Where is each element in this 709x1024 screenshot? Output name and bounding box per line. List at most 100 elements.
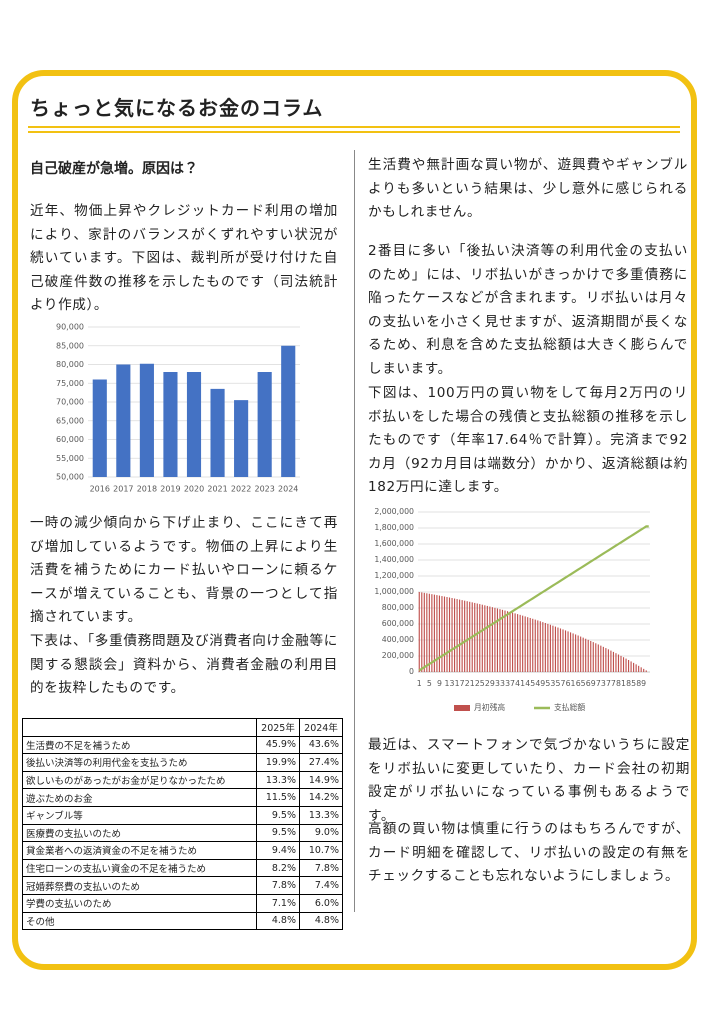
paragraph: 下図は、100万円の買い物をして毎月2万円のリボ払いをした場合の残債と支払総額の… <box>368 385 688 495</box>
bar <box>453 598 456 672</box>
y-tick-label: 65,000 <box>56 416 84 425</box>
label-cell: 生活費の不足を補うため <box>22 735 257 755</box>
table-row: その他 4.8% 4.8% <box>22 911 343 931</box>
bar <box>532 618 534 672</box>
x-tick-label: 1 <box>417 679 422 688</box>
bar <box>617 654 620 672</box>
x-tick-label: 61 <box>566 679 576 688</box>
bar <box>92 379 107 477</box>
x-tick-label: 2020 <box>184 485 204 494</box>
value-cell: 9.5% <box>256 805 300 825</box>
table-row: ギャンブル等 9.5% 13.3% <box>22 805 343 825</box>
header-cell: 2025年 <box>256 718 300 737</box>
bar <box>504 610 506 672</box>
paragraph: 生活費や無計画な買い物が、遊興費やギャンブルよりも多いという結果は、少し意外に感… <box>368 157 688 220</box>
bar <box>423 592 425 672</box>
bar <box>595 643 597 672</box>
x-tick-label: 81 <box>616 679 626 688</box>
value-cell: 7.8% <box>256 876 300 895</box>
bar <box>620 655 622 672</box>
bar <box>496 608 499 672</box>
x-tick-label: 21 <box>465 679 475 688</box>
bar <box>476 603 478 672</box>
bar <box>585 638 587 672</box>
value-cell: 19.9% <box>256 753 300 772</box>
value-cell: 27.4% <box>299 753 343 772</box>
revolving-chart: 0 200,000 400,000 600,000 800,000 1,000,000 1,… <box>374 507 650 712</box>
title-rule <box>28 131 680 133</box>
paragraph: 最近は、スマートフォンで気づかないうちに設定をリボ払いに変更していたり、カード会… <box>368 737 690 824</box>
y-tick-label: 85,000 <box>56 341 84 350</box>
x-tick-label: 13 <box>445 679 455 688</box>
bar <box>564 630 567 672</box>
bar <box>559 628 562 672</box>
bar <box>234 400 249 477</box>
bar <box>610 650 612 672</box>
bar <box>139 363 154 477</box>
title-rule <box>28 126 680 128</box>
x-tick-label: 9 <box>437 679 442 688</box>
line <box>418 525 649 672</box>
section-heading: 自己破産が急増。原因は？ <box>30 161 198 177</box>
bar <box>577 635 579 672</box>
legend-label: 支払総額 <box>554 702 585 712</box>
bar <box>116 364 131 477</box>
x-tick-label: 65 <box>576 679 586 688</box>
y-tick-label: 400,000 <box>382 635 414 644</box>
table-row: 後払い決済等の利用代金を支払うため 19.9% 27.4% <box>22 753 343 772</box>
y-tick-label: 80,000 <box>56 360 84 369</box>
x-tick-label: 85 <box>626 679 636 688</box>
x-tick-label: 49 <box>535 679 545 688</box>
label-cell: その他 <box>22 911 257 931</box>
bar <box>625 658 627 672</box>
bar <box>509 611 511 672</box>
bar <box>451 598 453 672</box>
bar <box>456 599 458 672</box>
bar <box>582 637 584 672</box>
bankruptcy-chart: 50,000 55,000 60,000 65,000 70,000 75,000 80,0… <box>56 323 300 494</box>
bar <box>522 615 524 672</box>
bar <box>552 625 554 672</box>
bar <box>461 600 463 672</box>
bar <box>438 595 441 672</box>
y-tick-label: 1,200,000 <box>374 571 414 580</box>
x-tick-label: 69 <box>586 679 596 688</box>
bar <box>464 600 466 672</box>
bar <box>580 636 582 672</box>
value-cell: 6.0% <box>299 893 343 913</box>
header-row: 2025年 2024年 <box>22 718 343 737</box>
y-tick-label: 800,000 <box>382 603 414 612</box>
bar <box>524 616 526 672</box>
table-row: 住宅ローンの支払い資金の不足を補うため 8.2% 7.8% <box>22 858 343 878</box>
bar <box>575 634 577 672</box>
table-row: 欲しいものがあったがお金が足りなかったため 13.3% 14.9% <box>22 770 343 790</box>
bar <box>474 602 476 672</box>
bar <box>426 593 428 672</box>
value-cell: 13.3% <box>256 770 300 790</box>
y-tick-label: 75,000 <box>56 379 84 388</box>
bar <box>633 662 635 672</box>
bar <box>615 653 617 672</box>
label-cell: 冠婚葬祭費の支払いのため <box>22 876 257 895</box>
y-tick-label: 55,000 <box>56 454 84 463</box>
y-tick-label: 50,000 <box>56 473 84 482</box>
bar <box>257 372 272 477</box>
y-tick-label: 0 <box>409 667 414 676</box>
paragraph: 下表は、「多重債務問題及び消費者向け金融等に関する懇談会」資料から、消費者金融の… <box>30 633 338 696</box>
x-tick-label: 2024 <box>278 485 298 494</box>
bar <box>630 661 632 672</box>
label-cell: 学費の支払いのため <box>22 893 257 913</box>
bar <box>605 648 607 672</box>
x-tick-label: 29 <box>485 679 495 688</box>
x-tick-label: 57 <box>556 679 566 688</box>
x-tick-label: 5 <box>427 679 432 688</box>
x-tick-label: 89 <box>636 679 646 688</box>
bar <box>501 609 504 672</box>
label-cell: ギャンブル等 <box>22 805 257 825</box>
paragraph: 一時の減少傾向から下げ止まり、ここにきて再び増加しているようです。物価の上昇によ… <box>30 515 338 625</box>
value-cell: 14.9% <box>299 770 343 790</box>
x-tick-label: 73 <box>596 679 606 688</box>
value-cell: 45.9% <box>256 735 300 755</box>
column-divider <box>354 150 355 912</box>
